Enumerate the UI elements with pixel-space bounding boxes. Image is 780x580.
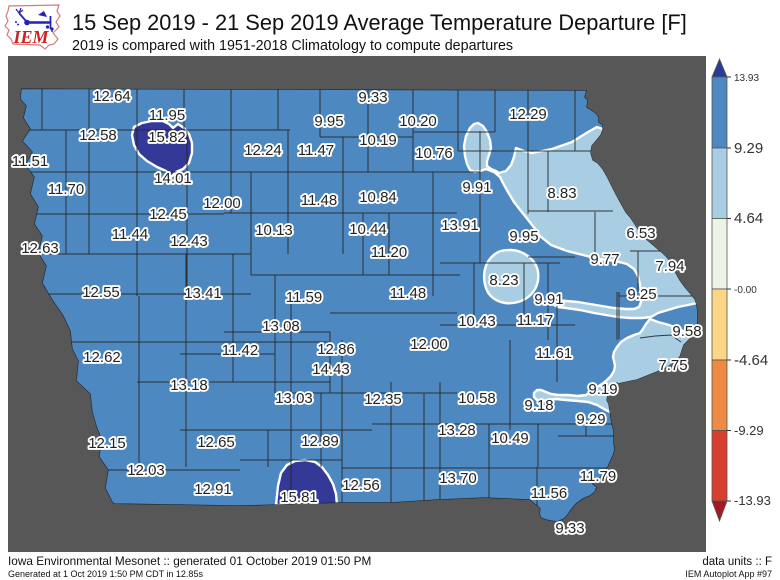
svg-text:data units :: F: data units :: F [702,556,772,568]
svg-text:10.13: 10.13 [255,222,293,239]
svg-text:IEM Autoplot App #97: IEM Autoplot App #97 [685,569,772,579]
svg-text:9.33: 9.33 [555,520,584,537]
svg-text:12.89: 12.89 [301,433,339,450]
svg-text:11.95: 11.95 [149,107,185,124]
svg-text:12.45: 12.45 [149,206,187,223]
svg-text:11.70: 11.70 [48,181,84,198]
svg-text:10.19: 10.19 [359,132,397,149]
svg-text:13.18: 13.18 [170,377,208,394]
svg-text:12.00: 12.00 [203,195,241,212]
svg-text:9.33: 9.33 [358,89,387,106]
svg-text:9.19: 9.19 [588,381,617,398]
svg-text:12.15: 12.15 [88,435,126,452]
svg-text:9.95: 9.95 [509,228,538,245]
svg-text:9.77: 9.77 [590,251,619,268]
svg-text:11.59: 11.59 [286,289,322,306]
svg-text:IEM: IEM [12,27,49,47]
svg-text:-0.00: -0.00 [734,285,757,296]
svg-text:-4.64: -4.64 [734,352,768,369]
svg-text:12.65: 12.65 [197,434,235,451]
svg-text:13.91: 13.91 [441,217,479,234]
svg-text:10.76: 10.76 [415,145,453,162]
svg-text:9.29: 9.29 [734,140,763,157]
svg-text:12.55: 12.55 [82,284,120,301]
svg-text:9.18: 9.18 [524,397,553,414]
svg-text:11.20: 11.20 [371,244,407,261]
svg-text:12.64: 12.64 [93,88,131,105]
svg-text:12.43: 12.43 [170,233,208,250]
svg-text:13.03: 13.03 [275,390,313,407]
svg-text:7.75: 7.75 [658,357,687,374]
svg-text:11.51: 11.51 [12,153,48,170]
svg-text:14.43: 14.43 [312,361,350,378]
svg-text:11.17: 11.17 [517,312,553,329]
svg-text:11.79: 11.79 [580,468,616,485]
svg-text:12.56: 12.56 [342,477,380,494]
svg-text:9.91: 9.91 [534,291,563,308]
svg-text:2019 is compared with 1951-201: 2019 is compared with 1951-2018 Climatol… [72,38,513,54]
svg-text:14.01: 14.01 [154,170,192,187]
svg-text:12.35: 12.35 [364,391,402,408]
svg-text:12.86: 12.86 [317,341,355,358]
svg-text:7.94: 7.94 [655,258,684,275]
svg-text:13.93: 13.93 [734,73,759,84]
svg-text:13.28: 13.28 [438,422,476,439]
svg-text:9.95: 9.95 [314,113,343,130]
svg-text:12.91: 12.91 [194,481,232,498]
svg-text:15.82: 15.82 [148,129,186,146]
svg-text:12.24: 12.24 [244,142,282,159]
svg-text:8.23: 8.23 [489,272,518,289]
svg-text:11.61: 11.61 [536,345,572,362]
svg-text:12.29: 12.29 [509,106,547,123]
svg-text:13.08: 13.08 [262,318,300,335]
svg-text:Generated at 1 Oct 2019 1:50 P: Generated at 1 Oct 2019 1:50 PM CDT in 1… [8,569,203,579]
svg-text:9.91: 9.91 [462,179,491,196]
svg-text:15.81: 15.81 [280,489,318,506]
svg-text:12.58: 12.58 [79,127,117,144]
svg-text:10.43: 10.43 [458,313,496,330]
svg-text:Iowa Environmental Mesonet ::: Iowa Environmental Mesonet :: generated … [8,554,371,568]
svg-text:15 Sep 2019 - 21 Sep 2019 Aver: 15 Sep 2019 - 21 Sep 2019 Average Temper… [72,10,687,35]
svg-text:4.64: 4.64 [734,210,763,227]
svg-text:11.48: 11.48 [390,285,426,302]
svg-text:10.84: 10.84 [359,189,397,206]
svg-text:11.48: 11.48 [301,192,337,209]
svg-text:12.63: 12.63 [21,240,59,257]
svg-text:10.49: 10.49 [491,430,529,447]
svg-text:11.42: 11.42 [222,342,258,359]
svg-text:-13.93: -13.93 [734,493,771,508]
svg-text:13.41: 13.41 [184,285,222,302]
svg-text:12.03: 12.03 [127,462,165,479]
svg-text:10.20: 10.20 [399,113,437,130]
svg-text:9.29: 9.29 [576,411,605,428]
svg-text:6.53: 6.53 [626,225,655,242]
svg-text:11.44: 11.44 [112,226,148,243]
svg-text:9.58: 9.58 [672,323,701,340]
svg-text:11.47: 11.47 [298,142,334,159]
svg-text:10.58: 10.58 [458,390,496,407]
svg-text:12.62: 12.62 [83,349,121,366]
svg-text:10.44: 10.44 [349,221,387,238]
svg-text:12.00: 12.00 [410,336,448,353]
svg-text:8.83: 8.83 [547,185,576,202]
svg-text:13.70: 13.70 [439,470,477,487]
svg-text:9.25: 9.25 [627,286,656,303]
svg-text:11.56: 11.56 [531,485,567,502]
svg-text:-9.29: -9.29 [734,423,764,438]
